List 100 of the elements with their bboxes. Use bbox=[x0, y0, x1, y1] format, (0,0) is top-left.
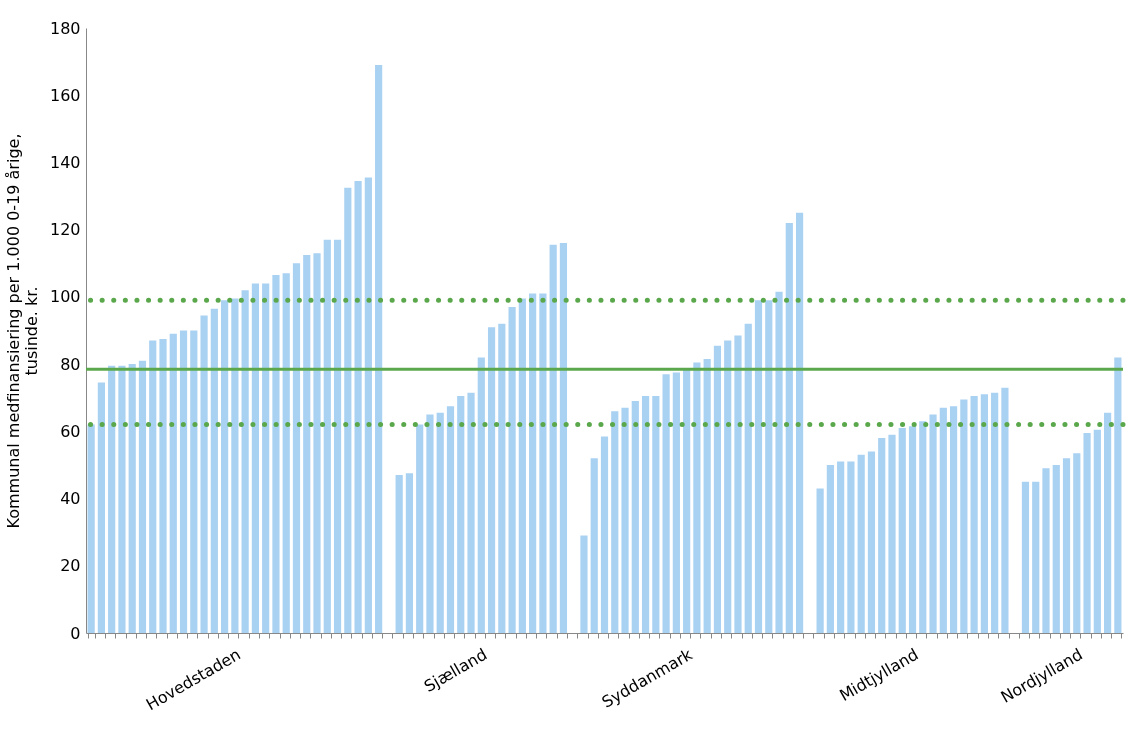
bar bbox=[713, 345, 722, 633]
bar bbox=[1042, 468, 1050, 633]
bar bbox=[138, 360, 147, 633]
bar bbox=[867, 451, 876, 633]
bar bbox=[662, 374, 670, 633]
bar bbox=[816, 488, 824, 633]
bar bbox=[416, 424, 424, 633]
bar bbox=[179, 330, 188, 633]
bar bbox=[446, 406, 455, 633]
bar bbox=[262, 283, 270, 633]
bar bbox=[354, 180, 362, 633]
bar bbox=[292, 263, 301, 633]
bar bbox=[631, 401, 639, 633]
bar bbox=[1104, 412, 1112, 633]
bar bbox=[375, 64, 383, 633]
bar bbox=[1062, 458, 1071, 633]
bar bbox=[857, 454, 865, 633]
bar bbox=[765, 300, 773, 633]
bar bbox=[795, 212, 804, 633]
bar bbox=[970, 396, 978, 633]
y-tick-label: 100 bbox=[49, 287, 81, 307]
bar bbox=[508, 306, 516, 633]
bar bbox=[847, 461, 855, 633]
bar bbox=[477, 357, 485, 633]
bar bbox=[395, 475, 403, 633]
bar bbox=[1052, 464, 1060, 633]
bar bbox=[590, 458, 598, 633]
bar bbox=[672, 372, 680, 633]
bar bbox=[980, 394, 988, 633]
bar bbox=[960, 399, 968, 633]
y-tick-label: 0 bbox=[70, 623, 81, 643]
bar bbox=[1073, 453, 1081, 633]
y-tick-label: 40 bbox=[60, 489, 81, 509]
bar bbox=[487, 327, 496, 633]
bar bbox=[693, 362, 701, 633]
bar bbox=[190, 330, 198, 633]
bar bbox=[498, 323, 506, 633]
bar bbox=[467, 392, 475, 633]
bar bbox=[457, 396, 465, 633]
bar bbox=[724, 340, 732, 633]
bar bbox=[683, 369, 691, 633]
bar bbox=[898, 427, 906, 633]
bar bbox=[611, 411, 619, 633]
bar bbox=[313, 253, 321, 633]
bar bbox=[333, 239, 342, 633]
bar bbox=[169, 333, 177, 633]
bar bbox=[1001, 387, 1009, 633]
y-tick-label: 60 bbox=[60, 421, 81, 441]
bar bbox=[529, 293, 537, 633]
y-tick-label: 180 bbox=[49, 18, 81, 38]
y-tick-label: 140 bbox=[49, 152, 81, 172]
bar bbox=[919, 421, 927, 633]
bar bbox=[149, 340, 157, 633]
bar bbox=[539, 293, 547, 633]
y-tick-label: 120 bbox=[49, 220, 81, 240]
bar bbox=[518, 298, 526, 633]
bar bbox=[600, 436, 609, 633]
bar bbox=[241, 290, 249, 633]
bar bbox=[652, 396, 660, 633]
bar bbox=[405, 473, 414, 633]
bar bbox=[436, 412, 444, 633]
bar bbox=[87, 424, 95, 633]
bar bbox=[775, 291, 783, 633]
bar bbox=[621, 407, 629, 633]
bar bbox=[734, 335, 742, 633]
bar bbox=[950, 406, 958, 633]
bar bbox=[939, 407, 947, 633]
bar bbox=[97, 382, 105, 633]
bar bbox=[754, 300, 763, 633]
bar bbox=[703, 359, 711, 633]
bar bbox=[549, 244, 557, 633]
bar bbox=[785, 222, 793, 633]
bar bbox=[282, 273, 290, 633]
bar bbox=[878, 438, 886, 633]
bar bbox=[826, 464, 834, 633]
bar bbox=[559, 243, 568, 633]
y-tick-label: 20 bbox=[60, 556, 81, 576]
bar bbox=[118, 365, 126, 633]
bar bbox=[641, 396, 650, 633]
bar bbox=[1083, 433, 1091, 633]
bar bbox=[1114, 357, 1122, 633]
bar bbox=[991, 392, 999, 633]
bar bbox=[426, 414, 434, 633]
bar bbox=[908, 426, 917, 633]
bar bbox=[303, 254, 311, 633]
bar bbox=[888, 434, 896, 633]
bar bbox=[323, 239, 331, 633]
bar bbox=[929, 414, 937, 633]
bar bbox=[128, 364, 136, 633]
bar bbox=[344, 187, 352, 633]
y-tick-label: 80 bbox=[60, 354, 81, 374]
bar bbox=[221, 300, 229, 633]
bar bbox=[210, 308, 218, 633]
bar bbox=[364, 177, 372, 633]
bar bbox=[159, 338, 167, 633]
y-axis-title: Kommunal medfinansiering per 1.000 0-19 årige, tusinde. kr. bbox=[3, 133, 41, 529]
bar bbox=[1093, 429, 1101, 633]
bar bbox=[837, 461, 845, 633]
bar bbox=[200, 315, 208, 633]
bar bbox=[231, 298, 239, 633]
